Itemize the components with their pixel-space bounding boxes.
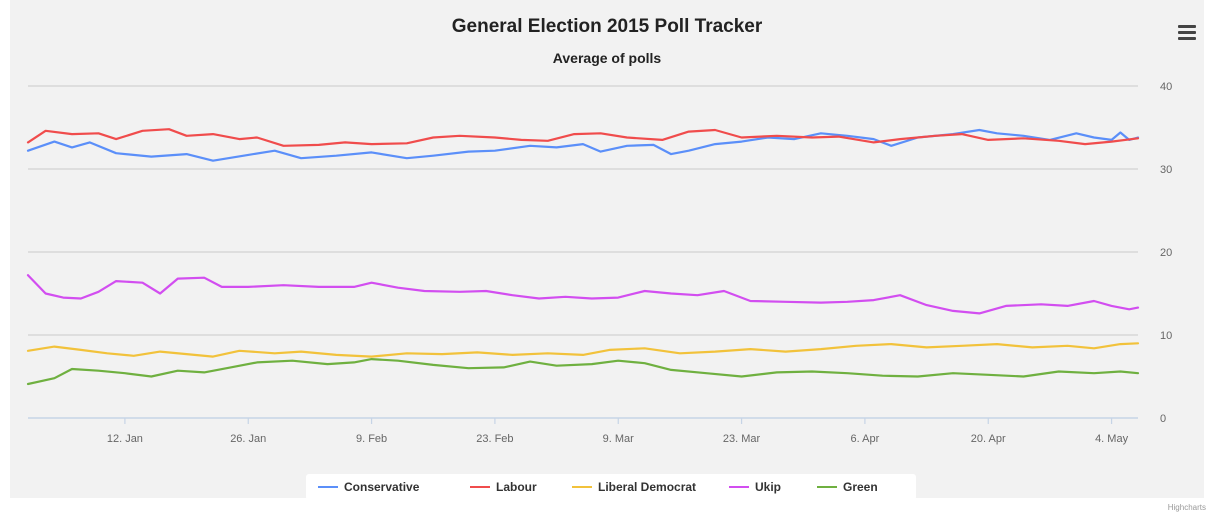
y-tick-label: 20 (1160, 247, 1172, 259)
x-tick-label: 23. Feb (476, 433, 513, 445)
y-tick-label: 10 (1160, 330, 1172, 342)
legend-swatch-conservative (318, 486, 338, 488)
axes: 0 10 20 30 40 12. Jan 26. Jan 9. Feb 23. Feb 9. M… (28, 81, 1172, 445)
series-line-liberal-democrat (26, 342, 1140, 358)
legend-label: Green (843, 480, 878, 494)
legend-swatch-ukip (729, 486, 749, 488)
grid-lines (28, 85, 1138, 336)
series-line-labour (26, 128, 1140, 147)
legend-label: Labour (496, 480, 537, 494)
x-tick-label: 26. Jan (230, 433, 266, 445)
series-line-ukip (26, 274, 1140, 315)
chart-credit[interactable]: Highcharts (1167, 503, 1206, 512)
y-tick-label: 30 (1160, 164, 1172, 176)
menu-bar-top (1178, 25, 1196, 28)
chart-background (10, 0, 1204, 498)
x-tick-label: 6. Apr (851, 433, 880, 445)
series-line-conservative (26, 128, 1140, 162)
x-tick-label: 20. Apr (971, 433, 1006, 445)
legend-swatch-green (817, 486, 837, 488)
y-tick-label: 40 (1160, 81, 1172, 93)
x-tick-label: 4. May (1095, 433, 1129, 445)
hamburger-menu-icon[interactable] (1174, 20, 1204, 46)
x-tick-label: 23. Mar (723, 433, 761, 445)
series-line-green (26, 358, 1140, 386)
chart-subtitle: Average of polls (552, 50, 662, 66)
y-tick-label: 0 (1160, 413, 1166, 425)
legend-label: Ukip (755, 480, 782, 494)
x-tick-label: 9. Feb (356, 433, 387, 445)
x-tick-label: 9. Mar (603, 433, 635, 445)
menu-bar-bottom (1178, 37, 1196, 40)
x-tick-label: 12. Jan (107, 433, 143, 445)
legend-swatch-labour (470, 486, 490, 488)
menu-bar-middle (1178, 31, 1196, 34)
legend-swatch-liberal-democrat (572, 486, 592, 488)
series-lines (26, 128, 1140, 386)
legend-label: Conservative (344, 480, 420, 494)
legend-label: Liberal Democrat (598, 480, 697, 494)
chart-title: General Election 2015 Poll Tracker (451, 16, 763, 37)
chart-legend: Conservative Labour Liberal Democrat Uki… (306, 474, 916, 500)
